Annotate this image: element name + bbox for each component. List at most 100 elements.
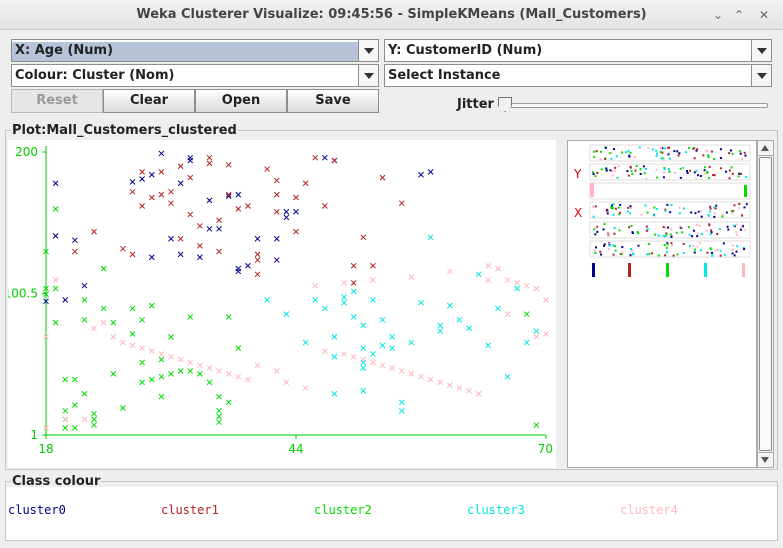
matrix-mark — [621, 251, 624, 254]
cluster2-point — [235, 345, 242, 352]
matrix-mark — [719, 157, 722, 159]
jitter-slider-handle[interactable] — [498, 97, 512, 112]
maximize-icon[interactable]: ⌃ — [733, 8, 745, 22]
matrix-mark — [626, 210, 629, 213]
matrix-mark — [738, 203, 741, 205]
matrix-mark — [633, 156, 636, 158]
chevron-down-icon — [761, 457, 769, 463]
cluster4-point — [273, 368, 280, 374]
cluster0-point — [206, 225, 213, 232]
scatter-plot-svg[interactable]: 18 44 70 200 100.5 1 — [8, 140, 556, 468]
matrix-mark — [618, 213, 621, 216]
matrix-mark — [684, 151, 687, 154]
scroll-thumb[interactable] — [759, 157, 772, 451]
scroll-down-button[interactable] — [758, 452, 773, 467]
matrix-mark — [730, 210, 733, 213]
matrix-mark — [715, 249, 718, 252]
cluster0-point — [216, 225, 222, 232]
matrix-mark — [725, 170, 727, 173]
attribute-matrix-svg[interactable]: YX — [568, 141, 756, 467]
cluster4-point — [196, 362, 203, 369]
cluster0-label[interactable]: cluster0 — [8, 503, 66, 517]
reset-button[interactable]: Reset — [11, 89, 103, 113]
matrix-mark — [594, 226, 597, 229]
matrix-mark — [682, 252, 685, 254]
matrix-mark — [722, 242, 725, 245]
cluster4-point — [360, 356, 367, 363]
matrix-mark — [707, 156, 710, 159]
matrix-mark — [665, 233, 668, 236]
cluster2-point — [533, 422, 540, 428]
colour-select[interactable]: Colour: Cluster (Nom) — [11, 64, 379, 87]
chevron-down-icon[interactable] — [358, 65, 378, 86]
matrix-scrollbar[interactable] — [757, 140, 774, 468]
matrix-mark — [653, 214, 656, 217]
matrix-mark — [648, 252, 651, 255]
cluster1-point — [168, 200, 174, 207]
matrix-mark — [679, 167, 682, 170]
matrix-mark — [657, 234, 660, 237]
matrix-mark — [616, 177, 619, 179]
cluster3-point — [360, 365, 367, 372]
chevron-down-icon[interactable] — [751, 65, 771, 86]
chevron-down-icon[interactable] — [358, 40, 378, 61]
cluster1-point — [129, 188, 136, 195]
cluster0-point — [148, 171, 155, 178]
cluster3-point — [312, 297, 319, 303]
matrix-mark — [740, 172, 743, 175]
matrix-mark — [645, 168, 648, 170]
matrix-mark — [664, 147, 667, 150]
matrix-mark — [707, 214, 710, 217]
cluster0-point — [158, 150, 165, 157]
cluster3-point — [360, 388, 367, 394]
matrix-mark — [712, 174, 715, 176]
x-axis-select[interactable]: X: Age (Num) — [11, 39, 379, 62]
instance-select[interactable]: Select Instance — [384, 64, 772, 87]
matrix-mark — [636, 231, 639, 234]
matrix-mark — [609, 169, 612, 172]
matrix-mark — [619, 203, 622, 206]
matrix-mark — [686, 172, 689, 174]
cluster3-label[interactable]: cluster3 — [467, 503, 525, 517]
scatter-plot[interactable]: 18 44 70 200 100.5 1 — [8, 140, 556, 468]
close-icon[interactable]: ✕ — [758, 8, 770, 22]
open-button[interactable]: Open — [195, 89, 287, 113]
clear-button[interactable]: Clear — [103, 89, 195, 113]
matrix-mark — [676, 253, 679, 256]
matrix-mark — [709, 205, 712, 208]
scroll-up-button[interactable] — [758, 141, 773, 156]
matrix-mark — [611, 204, 613, 207]
cluster1-point — [158, 191, 165, 198]
matrix-mark — [693, 157, 696, 160]
matrix-mark — [653, 206, 656, 209]
matrix-mark — [628, 226, 631, 229]
matrix-mark — [655, 208, 658, 210]
cluster1-point — [254, 271, 261, 278]
cluster4-point — [148, 348, 155, 354]
cluster4-point — [120, 339, 126, 346]
cluster0-point — [293, 208, 299, 215]
cluster3-point — [370, 297, 376, 303]
cluster4-point — [533, 334, 540, 340]
jitter-slider[interactable] — [500, 103, 768, 108]
save-button[interactable]: Save — [287, 89, 379, 113]
cluster3-point — [302, 339, 309, 346]
cluster1-point — [216, 248, 222, 255]
matrix-mark — [630, 224, 633, 227]
matrix-mark — [605, 167, 608, 170]
minimize-icon[interactable]: ⌄ — [712, 8, 724, 22]
matrix-mark — [631, 232, 634, 234]
matrix-mark — [710, 229, 713, 232]
cluster2-label[interactable]: cluster2 — [314, 503, 372, 517]
cluster4-point — [129, 342, 136, 349]
cluster1-label[interactable]: cluster1 — [161, 503, 219, 517]
y-axis-select-value: Y: CustomerID (Num) — [388, 43, 543, 58]
matrix-mark — [637, 232, 639, 235]
cluster1-point — [225, 161, 232, 168]
chevron-down-icon[interactable] — [751, 40, 771, 61]
matrix-mark — [608, 244, 611, 247]
cluster4-label[interactable]: cluster4 — [620, 503, 678, 517]
cluster4-point — [168, 353, 174, 360]
y-axis-select[interactable]: Y: CustomerID (Num) — [384, 39, 772, 62]
